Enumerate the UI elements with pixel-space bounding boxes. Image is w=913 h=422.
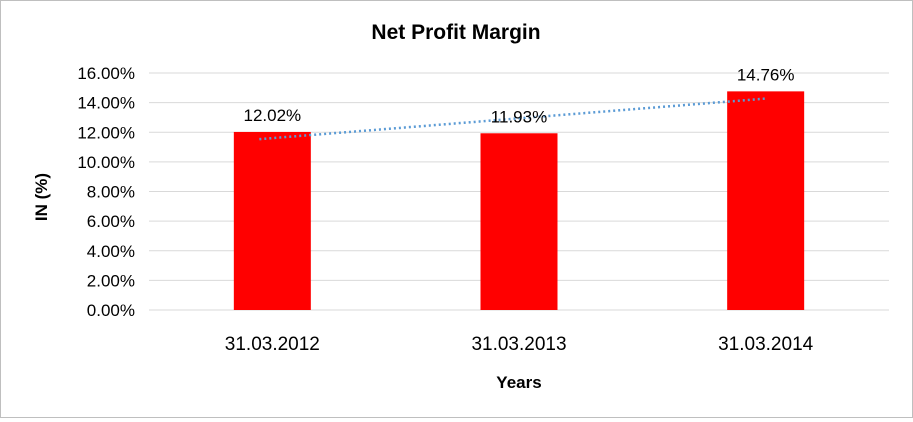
bar-31.03.2012 [233,131,311,310]
x-axis-categories: 31.03.2012 31.03.2013 31.03.2014 [225,334,814,355]
data-labels: 12.02% 11.93% 14.76% [243,65,794,126]
y-axis-ticks: 0.00% 2.00% 4.00% 6.00% 8.00% 10.00% 12.00% 14.… [77,64,135,320]
bars [233,91,805,311]
x-category-label: 31.03.2014 [718,334,814,355]
y-tick-label: 2.00% [87,271,135,290]
y-tick-label: 4.00% [87,242,135,261]
y-tick-label: 6.00% [87,212,135,231]
chart-title: Net Profit Margin [371,21,540,44]
y-tick-label: 14.00% [77,94,135,113]
y-axis-title: IN (%) [32,173,51,221]
x-category-label: 31.03.2013 [471,334,566,355]
y-tick-label: 10.00% [77,153,135,172]
data-label: 14.76% [737,65,795,84]
bar-31.03.2013 [480,133,558,310]
bar-31.03.2014 [727,91,805,311]
y-tick-label: 0.00% [87,301,135,320]
x-category-label: 31.03.2012 [225,334,320,355]
y-tick-label: 8.00% [87,183,135,202]
data-label: 12.02% [243,106,301,125]
y-tick-label: 12.00% [77,123,135,142]
y-tick-label: 16.00% [77,64,135,83]
x-axis-title: Years [496,373,541,392]
data-label: 11.93% [491,107,547,126]
